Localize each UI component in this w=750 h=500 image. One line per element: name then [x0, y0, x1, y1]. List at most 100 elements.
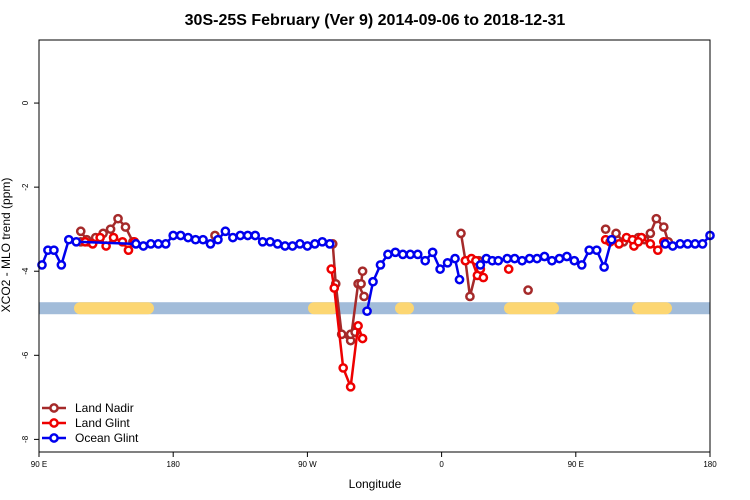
series-2-point	[606, 234, 617, 245]
series-2-point	[168, 230, 179, 241]
series-1-point	[123, 245, 134, 256]
series-2-point	[697, 239, 708, 249]
series-2-point	[227, 232, 238, 243]
band-land-1	[308, 302, 338, 315]
series-2-point	[454, 274, 465, 285]
legend-item-1: Land Glint	[42, 416, 130, 430]
series-2-point	[375, 260, 386, 270]
series-2-point	[493, 255, 504, 266]
y-axis: 0 -2 -4 -6 -8	[21, 100, 39, 443]
series-2-point	[272, 239, 283, 249]
series-0-point	[456, 228, 466, 239]
series-2-point	[383, 249, 393, 260]
x-tick-label: 0	[439, 460, 444, 469]
series-2-point	[175, 230, 186, 241]
series-2-point	[405, 249, 416, 260]
series-2-point	[205, 239, 216, 249]
series-2-point	[49, 245, 59, 256]
plot-frame	[38, 39, 711, 453]
series-2-point	[317, 236, 328, 247]
series-1-point	[503, 264, 514, 274]
series-2-point	[502, 253, 513, 264]
series-2-point	[295, 239, 305, 249]
series-0-point	[357, 266, 368, 277]
series-2-point	[160, 239, 171, 249]
series-2-point	[63, 234, 74, 245]
legend-swatch-marker	[49, 403, 59, 413]
series-0-point	[75, 226, 86, 237]
legend-label: Land Nadir	[75, 401, 134, 415]
series-2-point	[591, 245, 602, 256]
series-1-point	[345, 381, 356, 392]
legend-swatch-marker	[49, 418, 59, 428]
series-2-point	[250, 230, 261, 241]
series-2-point	[71, 236, 82, 247]
series-2-point	[265, 236, 275, 247]
series-1-point	[329, 283, 340, 293]
x-tick-label: 90 E	[31, 460, 47, 469]
series-2-point	[412, 249, 423, 260]
x-tick-label: 90 E	[568, 460, 584, 469]
series-1-point	[353, 321, 363, 331]
x-axis: 90 E 180 90 W 0 90 E 180	[31, 452, 717, 469]
y-axis-label: XCO2 - MLO trend (ppm)	[0, 178, 13, 313]
x-tick-label: 90 W	[298, 460, 317, 469]
series-2-point	[397, 249, 408, 260]
series-2	[37, 226, 715, 317]
series-2-point	[562, 251, 572, 262]
series-2-point	[153, 239, 164, 249]
chart-title: 30S-25S February (Ver 9) 2014-09-06 to 2…	[185, 12, 566, 29]
series-2-point	[190, 234, 201, 245]
legend-swatch-marker	[49, 433, 59, 443]
series-2-point	[420, 255, 431, 266]
series-2-point	[547, 255, 557, 266]
y-tick-label: -8	[21, 435, 30, 443]
series-2-point	[682, 239, 693, 249]
series-2-point	[213, 234, 223, 245]
band-land-0	[74, 302, 154, 315]
series-2-point	[390, 247, 401, 258]
y-tick-label: -6	[21, 351, 30, 359]
series-2-point	[524, 253, 535, 264]
y-tick-label: 0	[21, 100, 30, 105]
series-0-point	[645, 228, 656, 239]
series-2-point	[517, 255, 527, 266]
series-2-point	[324, 239, 335, 249]
y-tick-label: -4	[21, 267, 30, 275]
series-1-point	[633, 236, 644, 247]
series-2-point	[302, 241, 313, 251]
series-1-point	[338, 363, 349, 373]
series-2-point	[667, 241, 678, 251]
series-2-point	[145, 239, 156, 249]
series-1-point	[478, 272, 489, 283]
series-2-point	[131, 239, 141, 249]
series-1-point	[652, 245, 663, 256]
series-2-point	[475, 260, 486, 270]
series-2-point	[310, 239, 320, 249]
band-land-2	[395, 302, 414, 315]
series-2-point	[509, 253, 520, 264]
series-0-point	[356, 278, 366, 289]
series-1-point	[95, 232, 105, 243]
series-2-point	[362, 306, 372, 317]
series-0-point	[465, 291, 475, 302]
series-2-point	[138, 241, 149, 251]
series-2-point	[584, 245, 595, 256]
legend-label: Land Glint	[75, 416, 130, 430]
series-2-point	[435, 264, 445, 274]
series-2-point	[554, 253, 565, 264]
series-2-point	[660, 239, 671, 249]
legend-label: Ocean Glint	[75, 431, 139, 445]
series-0-point	[120, 222, 131, 232]
series-layer	[37, 213, 715, 392]
series-2-point	[532, 253, 542, 264]
series-2-point	[220, 226, 231, 237]
series-0-point	[658, 222, 669, 232]
series-2-point	[280, 241, 290, 251]
series-1-point	[645, 239, 656, 249]
series-2-point	[235, 230, 246, 241]
series-0-point	[105, 224, 116, 235]
series-2-point	[257, 236, 268, 247]
band-land-4	[632, 302, 672, 315]
